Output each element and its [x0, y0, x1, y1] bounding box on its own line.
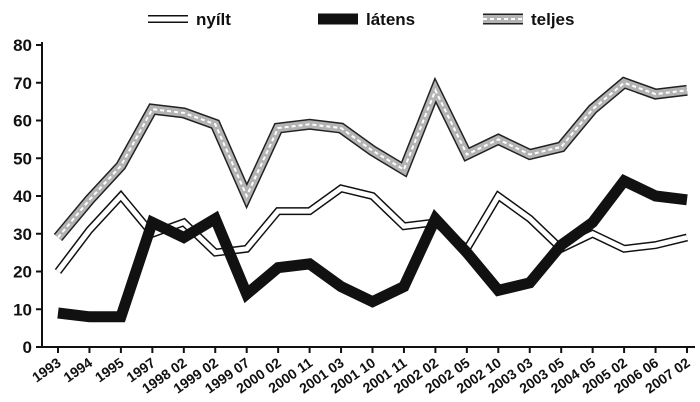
x-tick-label: 1994	[60, 354, 95, 385]
y-tick-label: 80	[13, 36, 32, 55]
x-tick-label: 1993	[29, 354, 64, 385]
series-layer	[53, 76, 688, 323]
y-tick-label: 0	[23, 338, 32, 357]
legend-item-hollow: nyílt	[148, 10, 231, 29]
x-tick-label: 1995	[92, 354, 127, 385]
legend-label: teljes	[531, 10, 574, 29]
y-tick-label: 10	[13, 300, 32, 319]
y-tick-label: 70	[13, 74, 32, 93]
legend-label: látens	[366, 10, 415, 29]
legend: nyílt látens teljes	[148, 10, 574, 29]
legend-item-dashed: teljes	[483, 10, 574, 29]
y-tick-label: 20	[13, 263, 32, 282]
legend-item-solid: látens	[318, 10, 415, 29]
y-tick-label: 50	[13, 149, 32, 168]
y-tick-label: 60	[13, 112, 32, 131]
y-tick-label: 30	[13, 225, 32, 244]
series-dash	[57, 81, 688, 239]
series-dashed-line	[53, 76, 688, 242]
series-line	[57, 173, 688, 323]
legend-label: nyílt	[196, 10, 231, 29]
series-solid-line	[57, 173, 688, 323]
y-tick-label: 40	[13, 187, 32, 206]
